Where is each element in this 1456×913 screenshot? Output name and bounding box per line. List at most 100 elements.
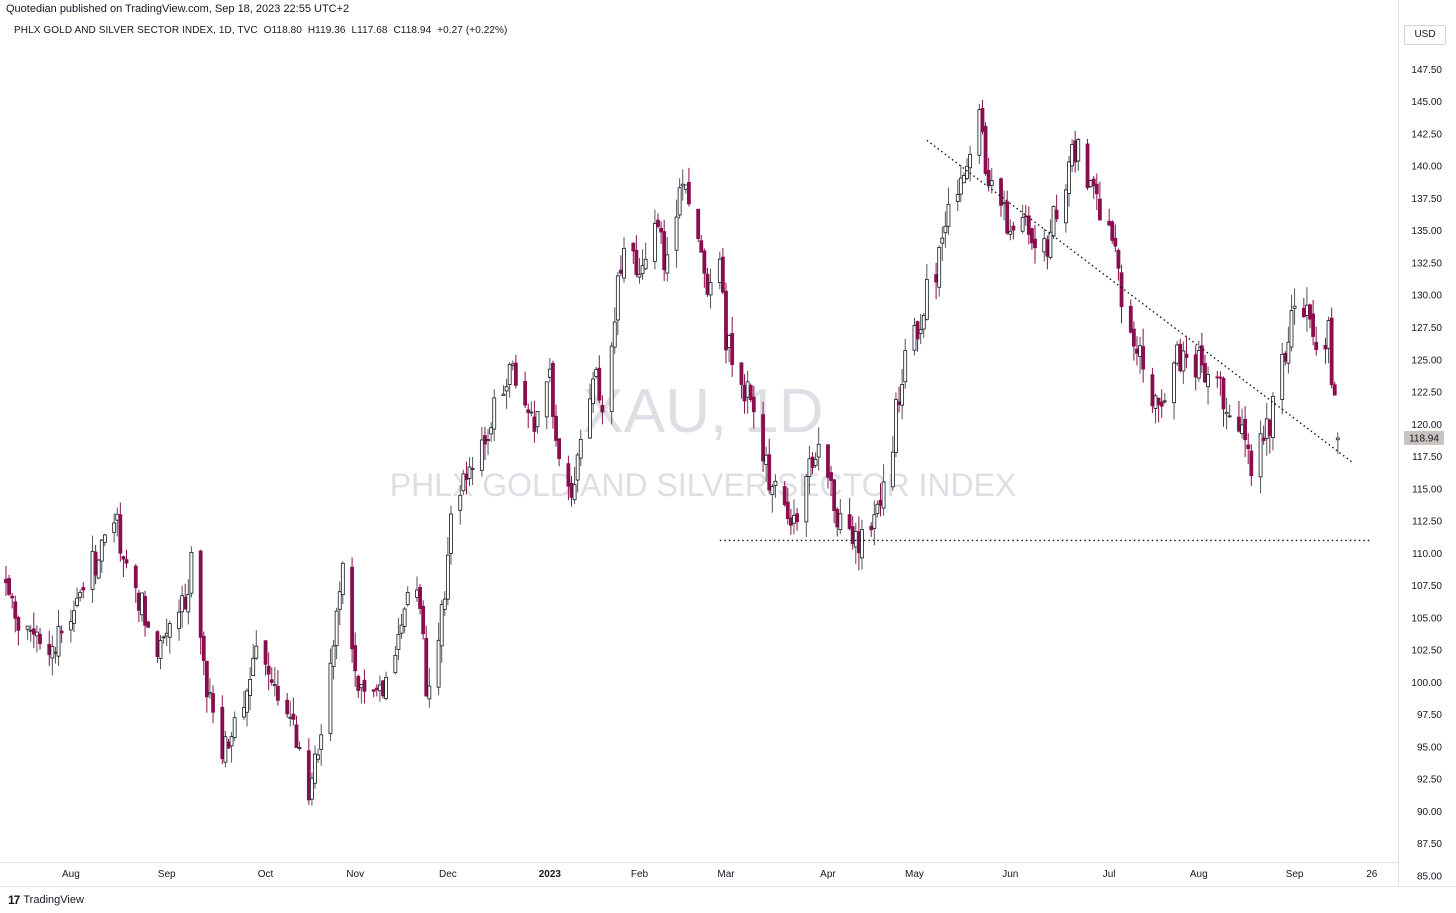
y-tick-label: 147.50 — [1411, 65, 1442, 76]
candle — [622, 236, 626, 283]
candle — [1301, 297, 1306, 318]
candle — [1011, 221, 1016, 240]
candle — [816, 427, 821, 471]
candle — [748, 383, 753, 403]
candle — [578, 429, 583, 467]
x-tick-label: 26 — [1366, 869, 1378, 880]
candle — [903, 339, 908, 389]
candle — [31, 612, 36, 648]
tradingview-mark-icon: 17 — [8, 893, 20, 907]
candle — [198, 549, 203, 655]
candle — [1184, 336, 1189, 369]
tradingview-logo-text: TradingView — [23, 894, 84, 906]
y-tick-label: 140.00 — [1411, 162, 1442, 173]
candle — [4, 566, 8, 596]
candle — [1085, 138, 1090, 191]
candle — [637, 258, 642, 284]
candle — [900, 368, 905, 420]
candle — [838, 499, 843, 534]
candle — [1311, 300, 1316, 346]
x-tick-label: Jun — [1002, 869, 1018, 880]
candle — [1054, 194, 1059, 223]
candle — [1246, 433, 1251, 465]
candle — [384, 671, 388, 701]
candle — [402, 606, 407, 633]
candle — [68, 609, 73, 643]
y-tick-label: 145.00 — [1411, 97, 1442, 108]
candle — [507, 362, 512, 398]
candle — [826, 444, 830, 489]
candle — [164, 618, 169, 646]
candle — [600, 395, 605, 425]
candle — [1048, 219, 1053, 260]
candle — [609, 342, 614, 425]
candle — [1227, 404, 1232, 418]
candle — [739, 362, 744, 399]
candle — [727, 334, 731, 363]
candle — [1193, 345, 1198, 391]
candle — [140, 592, 144, 622]
candle — [334, 607, 339, 660]
candle — [921, 312, 926, 338]
y-tick-label: 135.00 — [1411, 226, 1442, 237]
candle — [146, 620, 151, 629]
price-change: +0.27 (+0.22%) — [437, 25, 508, 36]
candle — [439, 600, 444, 663]
candle — [272, 666, 277, 697]
candle — [436, 622, 441, 696]
candle — [353, 632, 358, 687]
candle — [1326, 316, 1331, 364]
candle — [875, 500, 880, 518]
candle — [72, 600, 76, 632]
candle — [999, 177, 1003, 217]
candle — [1070, 139, 1074, 172]
candle — [730, 316, 735, 377]
candle — [813, 452, 818, 468]
candle — [1097, 181, 1102, 221]
x-tick-label: Apr — [820, 869, 836, 880]
candle — [13, 595, 18, 633]
currency-button[interactable]: USD — [1404, 25, 1446, 45]
candle — [479, 427, 484, 477]
candle — [424, 625, 429, 697]
candle — [1332, 381, 1337, 396]
tradingview-logo[interactable]: 17 TradingView — [8, 893, 84, 907]
candle — [112, 513, 117, 543]
candle — [93, 545, 98, 585]
candle — [38, 627, 42, 650]
candle — [1073, 131, 1078, 173]
candle — [99, 539, 104, 573]
publisher-line: Quotedian published on TradingView.com, … — [6, 3, 350, 15]
candle — [285, 693, 290, 718]
x-tick-label: Sep — [158, 869, 176, 880]
candle — [75, 587, 79, 608]
y-tick-label: 132.50 — [1411, 258, 1442, 269]
candle — [204, 660, 209, 713]
y-tick-label: 120.00 — [1411, 420, 1442, 431]
candle — [223, 730, 228, 768]
candle — [1271, 392, 1275, 451]
candle — [612, 307, 617, 354]
candle — [7, 574, 11, 596]
y-tick-label: 102.50 — [1411, 646, 1442, 657]
candle — [1138, 336, 1142, 374]
candle — [937, 245, 942, 297]
candle — [50, 635, 55, 676]
ohlc-close: C118.94 — [393, 25, 432, 36]
candle — [894, 392, 898, 458]
candle — [699, 234, 704, 253]
candle — [532, 400, 537, 443]
candle — [350, 557, 354, 663]
candle — [328, 648, 333, 741]
candle — [529, 401, 534, 417]
y-tick-label: 130.00 — [1411, 291, 1442, 302]
trendline-descending-resistance[interactable] — [926, 139, 1354, 464]
candle — [674, 199, 679, 268]
candle — [551, 360, 555, 429]
candle — [486, 429, 490, 456]
candle — [869, 522, 874, 537]
ohlc-open: O118.80 — [263, 25, 302, 36]
candle — [1221, 376, 1226, 427]
candle — [251, 644, 256, 677]
candle — [263, 639, 268, 676]
